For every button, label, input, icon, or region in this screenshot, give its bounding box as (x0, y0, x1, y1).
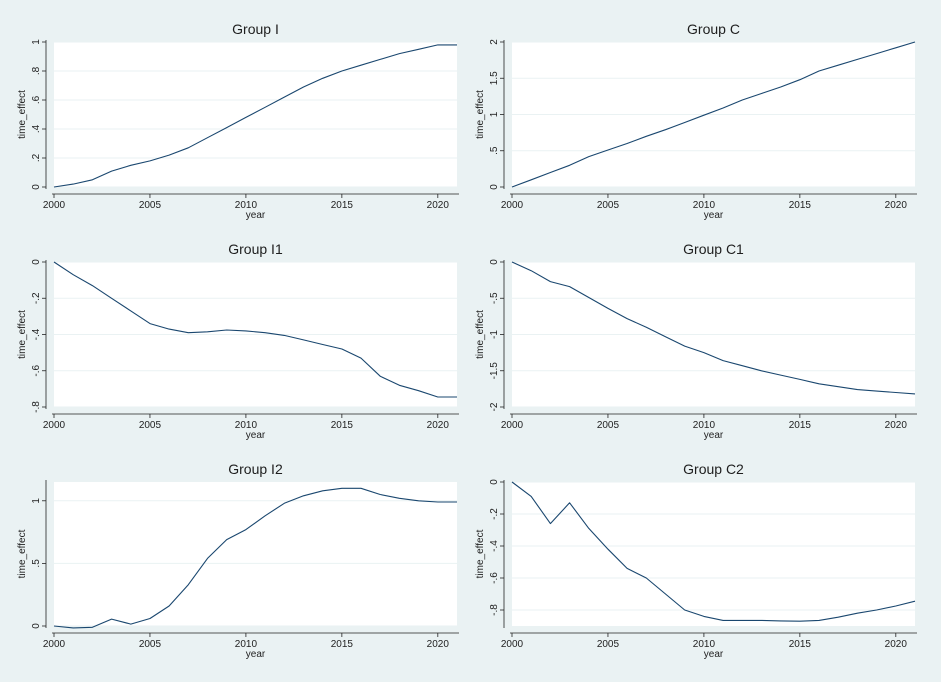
y-tick-label: .8 (31, 66, 42, 75)
y-tick-label: -.6 (489, 572, 500, 584)
x-tick-label: 2000 (501, 420, 524, 431)
x-tick-label: 2020 (427, 420, 450, 431)
y-tick-label: 1 (489, 111, 500, 117)
chart-panel: Group C 0 .5 1 1.5 2 2000 2005 2010 2015 2020 year t… (475, 21, 917, 221)
x-tick-label: 2010 (693, 639, 716, 650)
x-tick-label: 2005 (597, 200, 620, 211)
plot-area (54, 42, 457, 187)
y-tick-label: -.8 (489, 604, 500, 616)
y-tick-label: 2 (489, 39, 500, 45)
panel-title: Group I2 (228, 461, 283, 477)
plot-area (54, 482, 457, 626)
y-tick-label: -.5 (489, 292, 500, 304)
x-tick-label: 2020 (427, 639, 450, 650)
x-tick-label: 2015 (331, 200, 354, 211)
y-tick-label: -2 (489, 402, 500, 411)
x-tick-label: 2010 (693, 420, 716, 431)
x-tick-label: 2015 (789, 200, 812, 211)
y-tick-label: 0 (31, 623, 42, 629)
y-tick-label: 1 (31, 39, 42, 45)
y-axis-title: time_effect (17, 529, 28, 578)
y-tick-label: -.2 (489, 508, 500, 520)
y-tick-label: 0 (31, 184, 42, 190)
x-tick-label: 2005 (139, 420, 162, 431)
x-axis-title: year (704, 210, 724, 221)
x-tick-label: 2020 (885, 639, 908, 650)
x-tick-label: 2015 (331, 420, 354, 431)
y-tick-label: -.6 (31, 364, 42, 376)
y-tick-label: 1.5 (489, 71, 500, 85)
chart-panel: Group I 0 .2 .4 .6 .8 1 2000 2005 2010 2015 2020 yea… (17, 21, 459, 221)
y-tick-label: -1.5 (489, 362, 500, 380)
y-tick-label: 0 (489, 259, 500, 265)
x-tick-label: 2015 (789, 420, 812, 431)
x-axis-title: year (704, 649, 724, 660)
x-tick-label: 2005 (597, 639, 620, 650)
x-tick-label: 2010 (235, 420, 258, 431)
x-tick-label: 2005 (597, 420, 620, 431)
y-tick-label: .6 (31, 95, 42, 104)
y-tick-label: -.8 (31, 401, 42, 413)
y-axis-title: time_effect (17, 90, 28, 139)
y-tick-label: 0 (31, 259, 42, 265)
y-tick-label: .5 (31, 559, 42, 568)
panel-title: Group I1 (228, 241, 283, 257)
series-line (511, 261, 916, 395)
x-tick-label: 2020 (885, 420, 908, 431)
x-tick-label: 2015 (331, 639, 354, 650)
panel-title: Group C1 (683, 241, 744, 257)
x-tick-label: 2010 (693, 200, 716, 211)
x-tick-label: 2000 (501, 639, 524, 650)
chart-panel: Group I1 -.8 -.6 -.4 -.2 0 2000 2005 2010 2015 202… (17, 241, 459, 441)
x-tick-label: 2010 (235, 200, 258, 211)
y-tick-label: .5 (489, 146, 500, 155)
series-line (53, 44, 457, 188)
y-axis-title: time_effect (17, 310, 28, 359)
y-tick-label: 0 (489, 479, 500, 485)
y-tick-label: .4 (31, 124, 42, 133)
panel-title: Group I (232, 21, 279, 37)
chart-panel: Group I2 0 .5 1 2000 2005 2010 2015 2020 year time… (17, 461, 459, 660)
x-tick-label: 2000 (501, 200, 524, 211)
series-line (53, 261, 457, 398)
x-axis-title: year (704, 430, 724, 441)
y-tick-label: -.4 (489, 540, 500, 552)
plot-area (512, 482, 915, 626)
y-tick-label: -1 (489, 330, 500, 339)
y-axis-title: time_effect (475, 529, 486, 578)
y-tick-label: 1 (31, 498, 42, 504)
chart-panel: Group C2 -.8 -.6 -.4 -.2 0 2000 2005 2010 2015 202… (475, 461, 917, 660)
chart-panel: Group C1 -2 -1.5 -1 -.5 0 2000 2005 2010 2015 2020… (475, 241, 917, 441)
x-axis-title: year (246, 649, 266, 660)
series-line (53, 487, 457, 629)
x-tick-label: 2010 (235, 639, 258, 650)
x-axis-title: year (246, 210, 266, 221)
y-axis-title: time_effect (475, 310, 486, 359)
x-tick-label: 2000 (43, 639, 66, 650)
panel-title: Group C (687, 21, 740, 37)
x-tick-label: 2015 (789, 639, 812, 650)
y-tick-label: -.4 (31, 328, 42, 340)
y-tick-label: 0 (489, 184, 500, 190)
x-tick-label: 2020 (885, 200, 908, 211)
y-axis-title: time_effect (475, 90, 486, 139)
y-tick-label: .2 (31, 153, 42, 162)
x-axis-title: year (246, 430, 266, 441)
series-line (511, 481, 916, 622)
series-line (511, 41, 916, 188)
x-tick-label: 2000 (43, 200, 66, 211)
x-tick-label: 2005 (139, 639, 162, 650)
panel-title: Group C2 (683, 461, 744, 477)
x-tick-label: 2020 (427, 200, 450, 211)
y-tick-label: -.2 (31, 292, 42, 304)
x-tick-label: 2000 (43, 420, 66, 431)
x-tick-label: 2005 (139, 200, 162, 211)
